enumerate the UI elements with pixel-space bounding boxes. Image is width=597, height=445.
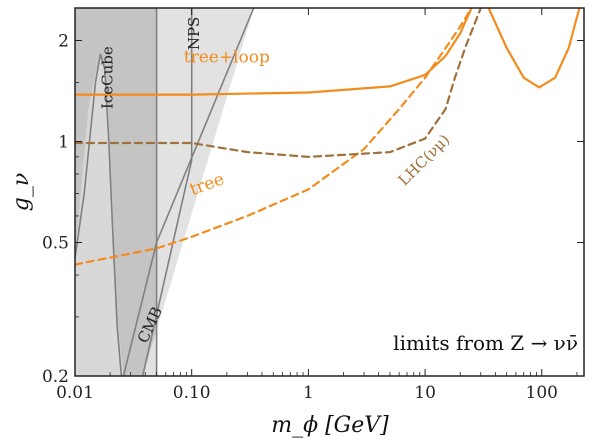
- y-axis-title: g_ν: [9, 173, 34, 211]
- y-tick-label: 0.2: [42, 367, 69, 387]
- series-line-unnamed-1: [487, 8, 581, 89]
- x-tick-label: 0.01: [56, 383, 94, 403]
- series-line-cmb-6: [122, 8, 255, 376]
- y-tick-label: 0.5: [42, 233, 69, 253]
- x-axis-title: m_ϕ [GeV]: [271, 413, 389, 438]
- series-line-lhc-3: [75, 8, 482, 158]
- series-line-nps-5: [141, 8, 193, 376]
- y-tick-label: 2: [58, 32, 69, 52]
- series-line-tree-2: [75, 8, 473, 266]
- curves: [75, 8, 581, 376]
- shaded-regions: [75, 8, 254, 376]
- x-tick-label: 0.10: [173, 383, 211, 403]
- label-tree-loop: tree+loop: [184, 47, 270, 67]
- series-line-unnamed-7: [75, 53, 123, 376]
- x-tick-label: 10: [414, 383, 436, 403]
- label-nps: NPS: [185, 17, 203, 51]
- label-icecube: IceCube: [99, 46, 117, 109]
- x-tick-label: 100: [526, 383, 558, 403]
- region-cmb-2: [75, 51, 124, 376]
- annotation: limits from Z → νν̄: [393, 331, 578, 355]
- plot-frame: [74, 7, 585, 377]
- region-nps-1: [142, 8, 254, 376]
- x-tick-label: 1: [303, 383, 314, 403]
- series-line-tree-loop-0: [75, 8, 473, 96]
- ticks: 0.01 0.10 1 10 100 0.2 0.5 1 2: [42, 8, 584, 403]
- y-tick-label: 1: [58, 133, 69, 153]
- annotation-text: limits from Z → νν̄: [393, 331, 578, 355]
